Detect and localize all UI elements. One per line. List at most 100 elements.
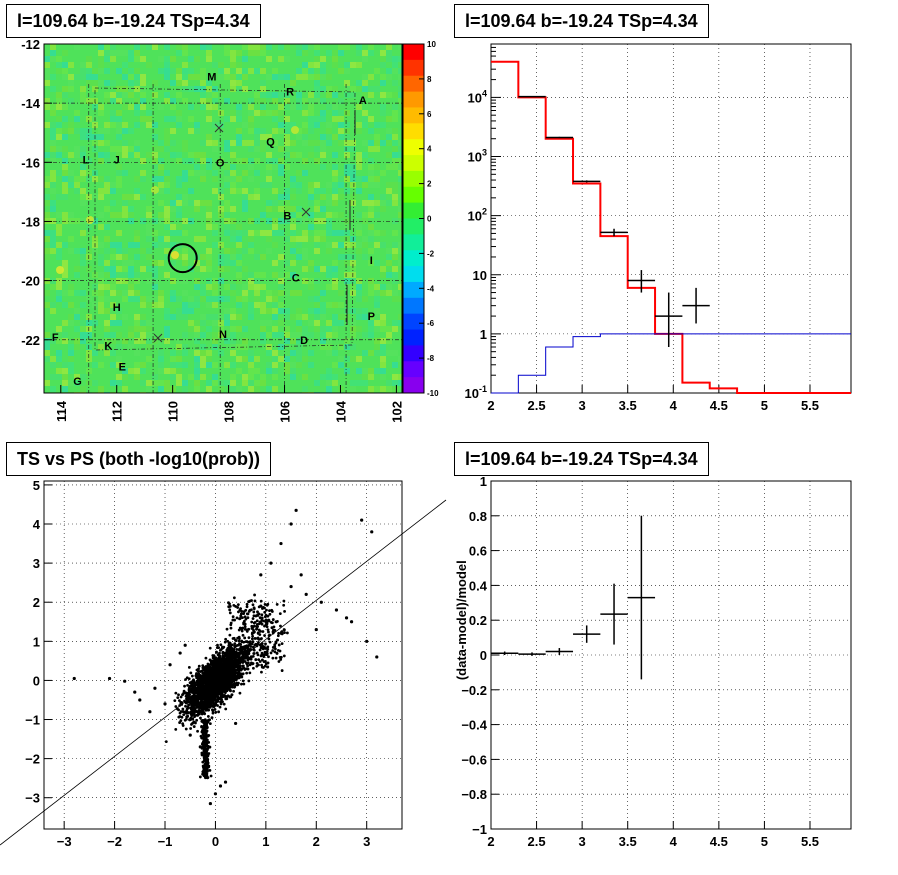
skymap-cell [230, 254, 236, 260]
skymap-cell [206, 116, 212, 122]
skymap-cell [332, 260, 338, 266]
skymap-cell [206, 284, 212, 290]
skymap-cell [266, 158, 272, 164]
skymap-cell [266, 386, 272, 392]
skymap-cell [98, 260, 104, 266]
skymap-cell [344, 242, 350, 248]
scatter-point [245, 646, 249, 650]
scatter-point [212, 659, 216, 663]
skymap-cell [380, 104, 386, 110]
skymap-cell [356, 248, 362, 254]
spectrum-data-point [545, 136, 574, 139]
skymap-cell [44, 104, 50, 110]
skymap-cell [356, 164, 362, 170]
skymap-cell [338, 386, 344, 392]
skymap-cell [356, 356, 362, 362]
skymap-cell [374, 68, 380, 74]
scatter-point [227, 605, 231, 609]
skymap-cell [242, 290, 248, 296]
skymap-cell [266, 182, 272, 188]
skymap-cell [236, 314, 242, 320]
skymap-cell [212, 188, 218, 194]
skymap-cell [134, 254, 140, 260]
skymap-cell [206, 278, 212, 284]
skymap-cell [224, 170, 230, 176]
skymap-source-circle [167, 243, 198, 274]
skymap-cell [194, 236, 200, 242]
skymap-cell [344, 146, 350, 152]
skymap-cell [116, 308, 122, 314]
scatter-point [211, 699, 215, 703]
skymap-cell [152, 122, 158, 128]
skymap-cell [158, 260, 164, 266]
skymap-cell [98, 302, 104, 308]
skymap-label-b: B [283, 211, 291, 223]
skymap-cell [98, 158, 104, 164]
skymap-cell [116, 110, 122, 116]
skymap-cell [134, 80, 140, 86]
skymap-cell [80, 62, 86, 68]
skymap-cell [320, 314, 326, 320]
skymap-cell [44, 290, 50, 296]
scatter-point [263, 634, 266, 637]
skymap-cell [182, 200, 188, 206]
skymap-cell [50, 74, 56, 80]
skymap-cell [122, 374, 128, 380]
scatter-point [224, 695, 228, 698]
skymap-cell [50, 110, 56, 116]
scatter-points [72, 508, 379, 806]
skymap-cell [362, 56, 368, 62]
scatter-point [202, 677, 206, 681]
skymap-cell [326, 344, 332, 350]
skymap-cell [140, 98, 146, 104]
skymap-cell [266, 110, 272, 116]
scatter-point [260, 622, 264, 626]
skymap-cell [128, 194, 134, 200]
skymap-cell [116, 374, 122, 380]
skymap-label-g: G [73, 376, 82, 388]
skymap-cell [146, 110, 152, 116]
scatter-point [233, 674, 237, 678]
skymap-cell [50, 374, 56, 380]
skymap-cell [386, 332, 392, 338]
skymap-cell [290, 218, 296, 224]
skymap-cell [50, 248, 56, 254]
skymap-cell [248, 128, 254, 134]
scatter-point [280, 630, 283, 634]
skymap-cell [200, 176, 206, 182]
scatter-point [274, 641, 278, 645]
scatter-point [191, 681, 195, 685]
skymap-cell [314, 320, 320, 326]
skymap-cell [104, 140, 110, 146]
skymap-cell [362, 152, 368, 158]
skymap-cell [308, 332, 314, 338]
scatter-point [231, 615, 235, 619]
skymap-cell [374, 230, 380, 236]
scatter-point [274, 620, 278, 624]
skymap-cell [134, 110, 140, 116]
skymap-cell [116, 122, 122, 128]
skymap-cell [134, 50, 140, 56]
skymap-cell [92, 290, 98, 296]
skymap-cell [272, 272, 278, 278]
skymap-cell [272, 110, 278, 116]
skymap-cell [272, 164, 278, 170]
skymap-cell [278, 92, 284, 98]
skymap-cell [206, 98, 212, 104]
skymap-cell [236, 104, 242, 110]
skymap-cell [50, 188, 56, 194]
skymap-cell [314, 242, 320, 248]
skymap-cell [182, 176, 188, 182]
skymap-cell [368, 350, 374, 356]
skymap-cell [254, 128, 260, 134]
skymap-cell [50, 284, 56, 290]
skymap-cell [278, 206, 284, 212]
skymap-cell [206, 386, 212, 392]
skymap-cell [224, 260, 230, 266]
skymap-cell [230, 260, 236, 266]
skymap-cell [110, 350, 116, 356]
skymap-cell [380, 314, 386, 320]
skymap-cell [254, 170, 260, 176]
skymap-cell [308, 152, 314, 158]
skymap-label-m: M [207, 72, 216, 84]
